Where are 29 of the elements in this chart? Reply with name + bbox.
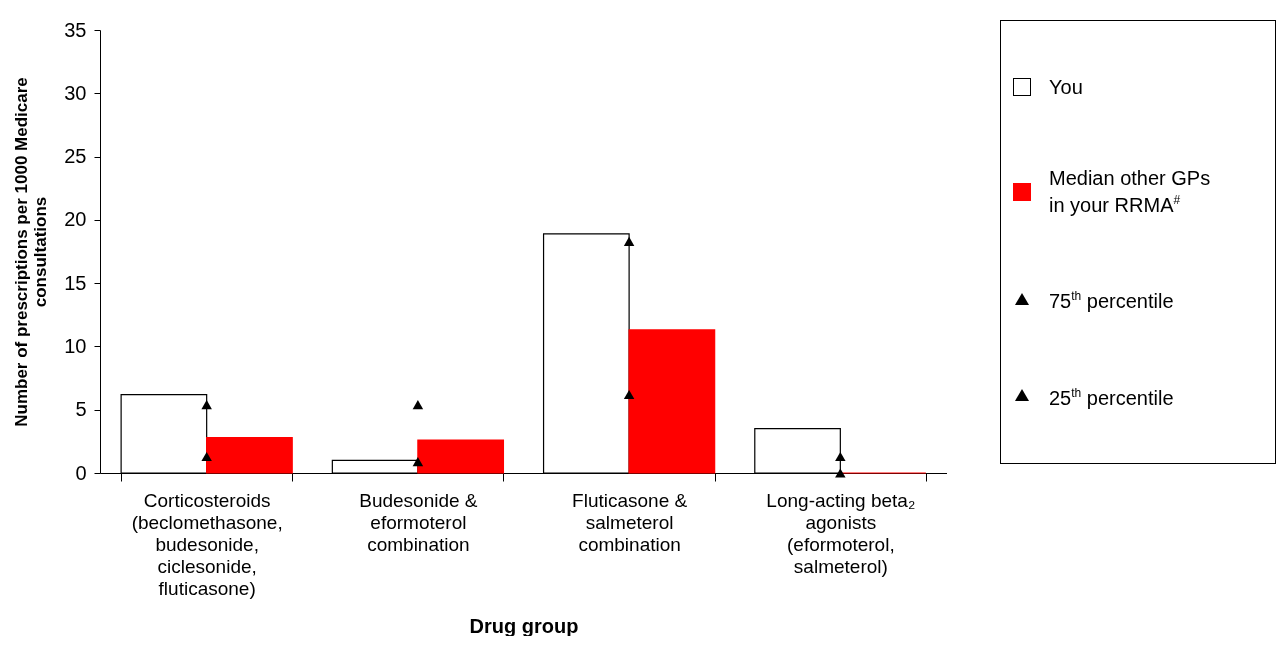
y-axis-title: Number of prescriptions per 1000 Medicare consultations [12, 77, 51, 427]
bar [206, 436, 293, 474]
point [623, 389, 635, 400]
y-tick-label: 5 [75, 398, 87, 421]
x-tick-label: Corticosteroids (beclomethasone, budesonide, ciclesonide, fluticasone) [131, 489, 283, 599]
y-tick-label: 25 [64, 145, 87, 168]
x-axis-title: Drug group [469, 614, 579, 637]
bar [417, 439, 505, 474]
y-tick-label: 15 [64, 271, 87, 294]
y-tick-label: 10 [64, 334, 87, 357]
legend-label: 75$^{th}$ percentile [1049, 288, 1174, 313]
x-tick-label: Long-acting beta₂ agonists (eformoterol, salmeterol) [766, 489, 916, 577]
point [412, 400, 424, 410]
y-tick-label: 30 [64, 81, 87, 104]
legend-label: Median other GPs in your RRMA$^{#}$ [1049, 167, 1211, 216]
point [835, 468, 846, 478]
point [412, 457, 424, 467]
bar [628, 329, 716, 474]
point [623, 236, 635, 246]
y-tick-label: 35 [64, 18, 87, 41]
legend-label: You [1049, 75, 1083, 98]
x-tick-label: Fluticasone & salmeterol combination [572, 489, 688, 555]
point [201, 452, 212, 462]
y-tick-label: 0 [75, 461, 87, 484]
point [835, 452, 846, 462]
legend-label: 25$^{th}$ percentile [1049, 384, 1174, 409]
x-tick-label: Budesonide & eformoterol combination [359, 489, 478, 555]
point [201, 400, 212, 410]
y-tick-label: 20 [64, 208, 87, 231]
